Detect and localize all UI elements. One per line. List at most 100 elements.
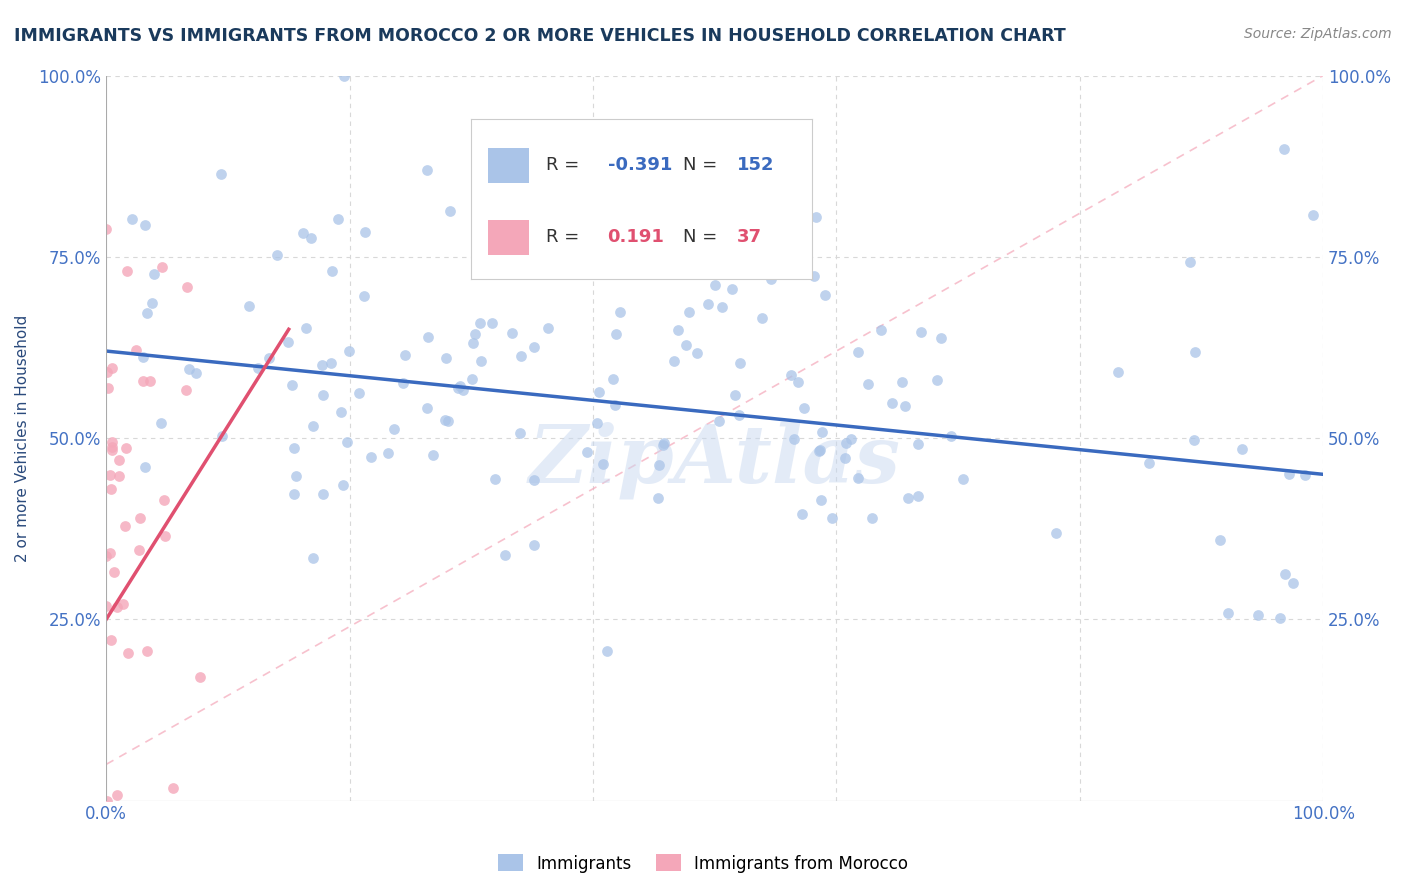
Point xyxy=(896,491,918,505)
Point xyxy=(1137,456,1160,470)
Point xyxy=(302,419,325,434)
Point xyxy=(111,598,134,612)
Point xyxy=(103,565,125,579)
Point xyxy=(461,372,484,386)
Point xyxy=(246,360,269,375)
Point xyxy=(652,436,675,450)
Point xyxy=(96,794,118,808)
Point xyxy=(666,323,689,337)
Point xyxy=(820,511,842,525)
Point xyxy=(257,351,280,365)
Point xyxy=(128,511,150,525)
Point xyxy=(281,377,304,392)
Point xyxy=(453,383,475,397)
Point xyxy=(702,235,724,249)
Point xyxy=(952,471,974,485)
Point xyxy=(134,219,156,233)
Point xyxy=(132,350,155,364)
Point xyxy=(292,226,315,240)
Point xyxy=(509,426,531,441)
Point xyxy=(1294,468,1316,483)
Point xyxy=(125,343,148,358)
Point xyxy=(841,432,863,446)
Point xyxy=(114,519,136,533)
Point xyxy=(721,282,744,296)
Point xyxy=(115,263,138,277)
Point xyxy=(332,477,354,491)
Point xyxy=(602,371,624,385)
Point xyxy=(107,469,129,483)
Point xyxy=(605,326,627,341)
Point xyxy=(510,349,533,363)
Point xyxy=(1247,608,1270,623)
Point xyxy=(651,437,673,451)
Point xyxy=(416,329,439,343)
Point xyxy=(319,356,342,370)
Point xyxy=(647,458,669,472)
Point xyxy=(382,422,405,436)
Point xyxy=(105,788,128,802)
Point xyxy=(1278,467,1301,481)
Point xyxy=(523,473,546,487)
Point xyxy=(1232,442,1254,456)
Point xyxy=(929,331,952,345)
Point xyxy=(596,644,619,658)
Point xyxy=(354,225,377,239)
Point xyxy=(285,468,308,483)
Point xyxy=(860,511,883,525)
Point xyxy=(107,453,129,467)
Point xyxy=(101,443,124,458)
Point xyxy=(880,396,903,410)
Point xyxy=(804,210,827,224)
Point xyxy=(810,493,832,508)
Point xyxy=(1218,606,1240,620)
Point xyxy=(807,443,830,458)
Point xyxy=(153,492,176,507)
Point xyxy=(464,327,486,342)
Point xyxy=(479,187,502,202)
Point xyxy=(523,538,546,552)
Point xyxy=(141,296,163,310)
Point xyxy=(360,450,382,465)
Point xyxy=(211,428,233,442)
Point xyxy=(1184,345,1206,359)
Point xyxy=(283,441,305,455)
Point xyxy=(783,432,806,446)
Point xyxy=(188,670,211,684)
Point xyxy=(295,321,318,335)
Point xyxy=(98,467,121,482)
Point xyxy=(707,415,730,429)
Point xyxy=(391,376,413,390)
Point xyxy=(117,646,139,660)
Point xyxy=(96,599,118,614)
Point xyxy=(128,542,150,557)
Text: Source: ZipAtlas.com: Source: ZipAtlas.com xyxy=(1244,27,1392,41)
Point xyxy=(941,429,963,443)
Point xyxy=(910,325,932,339)
Point xyxy=(678,305,700,319)
Point xyxy=(437,413,460,427)
Point xyxy=(501,326,523,341)
Point xyxy=(132,374,155,388)
Point xyxy=(439,204,461,219)
Point xyxy=(1209,533,1232,548)
Point xyxy=(787,375,810,389)
Point xyxy=(238,299,260,313)
Y-axis label: 2 or more Vehicles in Household: 2 or more Vehicles in Household xyxy=(15,315,30,562)
Point xyxy=(1180,254,1202,268)
Point xyxy=(134,459,156,474)
Point xyxy=(283,487,305,501)
Point xyxy=(179,362,201,376)
Point xyxy=(846,471,869,485)
Point xyxy=(101,434,124,449)
Point xyxy=(846,345,869,359)
Point xyxy=(1107,365,1129,379)
Point xyxy=(449,378,471,392)
Point xyxy=(121,211,143,226)
Point xyxy=(468,316,491,330)
Point xyxy=(299,231,322,245)
Point xyxy=(537,321,560,335)
Text: IMMIGRANTS VS IMMIGRANTS FROM MOROCCO 2 OR MORE VEHICLES IN HOUSEHOLD CORRELATIO: IMMIGRANTS VS IMMIGRANTS FROM MOROCCO 2 … xyxy=(14,27,1066,45)
Point xyxy=(1184,433,1206,447)
Point xyxy=(484,472,506,486)
